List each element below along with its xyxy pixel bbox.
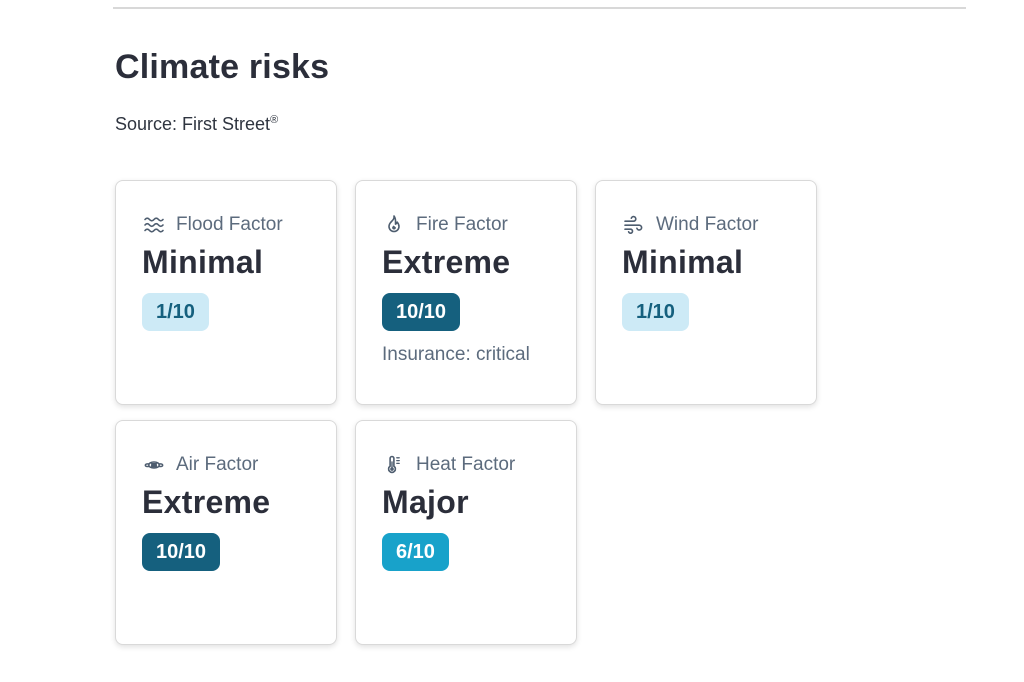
factor-name: Fire Factor	[416, 214, 508, 235]
risk-level: Extreme	[382, 244, 511, 280]
factor-name: Heat Factor	[416, 454, 516, 475]
factor-name: Wind Factor	[656, 214, 759, 235]
risk-level: Minimal	[622, 244, 744, 280]
top-divider	[113, 7, 966, 9]
risk-score-badge: 10/10	[382, 293, 461, 331]
climate-risks-section: Climate risks Source: First Street® Floo…	[115, 0, 975, 645]
thermometer-icon	[382, 453, 406, 477]
risk-score-badge: 10/10	[142, 533, 221, 571]
risk-score-badge: 1/10	[622, 293, 689, 331]
climate-risk-card-heat: Heat Factor Major 6/10	[355, 420, 577, 645]
risk-cards-grid: Flood Factor Minimal 1/10 Fire Factor Ex…	[115, 180, 975, 645]
registered-trademark-mark: ®	[270, 114, 279, 126]
climate-risk-card-flood: Flood Factor Minimal 1/10	[115, 180, 337, 405]
risk-level: Minimal	[142, 244, 264, 280]
factor-label-row: Wind Factor	[622, 213, 796, 237]
climate-risk-card-air: Air Factor Extreme 10/10	[115, 420, 337, 645]
wind-icon	[622, 213, 646, 237]
risk-score-badge: 6/10	[382, 533, 449, 571]
factor-label-row: Heat Factor	[382, 453, 556, 477]
factor-name: Air Factor	[176, 454, 259, 475]
face-mask-icon	[142, 453, 166, 477]
flood-waves-icon	[142, 213, 166, 237]
insurance-note: Insurance: critical	[382, 344, 530, 365]
risk-level: Extreme	[142, 484, 271, 520]
page-title: Climate risks	[115, 48, 330, 86]
factor-label-row: Fire Factor	[382, 213, 556, 237]
climate-risk-card-wind: Wind Factor Minimal 1/10	[595, 180, 817, 405]
fire-flame-icon	[382, 213, 406, 237]
source-attribution: Source: First Street®	[115, 114, 975, 135]
climate-risk-card-fire: Fire Factor Extreme 10/10 Insurance: cri…	[355, 180, 577, 405]
source-text: Source: First Street	[115, 114, 271, 134]
factor-name: Flood Factor	[176, 214, 283, 235]
risk-score-badge: 1/10	[142, 293, 209, 331]
risk-level: Major	[382, 484, 469, 520]
factor-label-row: Flood Factor	[142, 213, 316, 237]
factor-label-row: Air Factor	[142, 453, 316, 477]
